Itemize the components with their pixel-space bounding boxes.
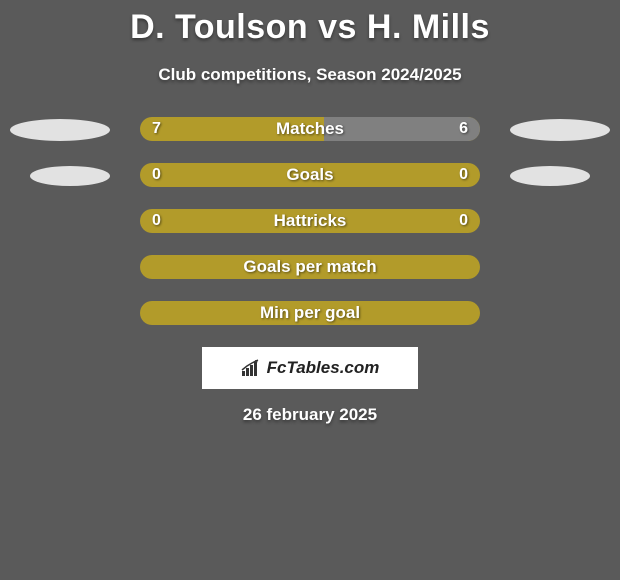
- stat-row: Goals per match: [0, 255, 620, 281]
- stat-bar: 7 Matches 6: [140, 117, 480, 141]
- stat-row: 0 Goals 0: [0, 163, 620, 189]
- stat-bar: Min per goal: [140, 301, 480, 325]
- player-left-marker: [30, 166, 110, 186]
- stat-left-value: 0: [152, 166, 161, 184]
- stat-right-value: 0: [459, 212, 468, 230]
- stat-label: Min per goal: [260, 303, 360, 323]
- date-label: 26 february 2025: [0, 405, 620, 425]
- logo-box: FcTables.com: [202, 347, 418, 389]
- stat-row: 7 Matches 6: [0, 117, 620, 143]
- stat-bar: Goals per match: [140, 255, 480, 279]
- stat-row: 0 Hattricks 0: [0, 209, 620, 235]
- logo-chart-icon: [241, 359, 263, 377]
- stat-right-value: 0: [459, 166, 468, 184]
- player-right-marker: [510, 119, 610, 141]
- stat-right-value: 6: [459, 120, 468, 138]
- subtitle: Club competitions, Season 2024/2025: [0, 65, 620, 85]
- stat-label: Goals: [286, 165, 333, 185]
- stat-row: Min per goal: [0, 301, 620, 327]
- player-left-marker: [10, 119, 110, 141]
- stats-rows: 7 Matches 6 0 Goals 0 0 Hattricks 0 Goals per mat…: [0, 117, 620, 327]
- logo-text: FcTables.com: [267, 358, 380, 378]
- stat-left-value: 0: [152, 212, 161, 230]
- page-title: D. Toulson vs H. Mills: [0, 0, 620, 47]
- stat-label: Matches: [276, 119, 344, 139]
- stat-left-value: 7: [152, 120, 161, 138]
- player-right-marker: [510, 166, 590, 186]
- stat-bar: 0 Hattricks 0: [140, 209, 480, 233]
- stat-bar-secondary: [324, 117, 480, 141]
- stat-label: Hattricks: [274, 211, 347, 231]
- stat-bar: 0 Goals 0: [140, 163, 480, 187]
- stat-label: Goals per match: [243, 257, 376, 277]
